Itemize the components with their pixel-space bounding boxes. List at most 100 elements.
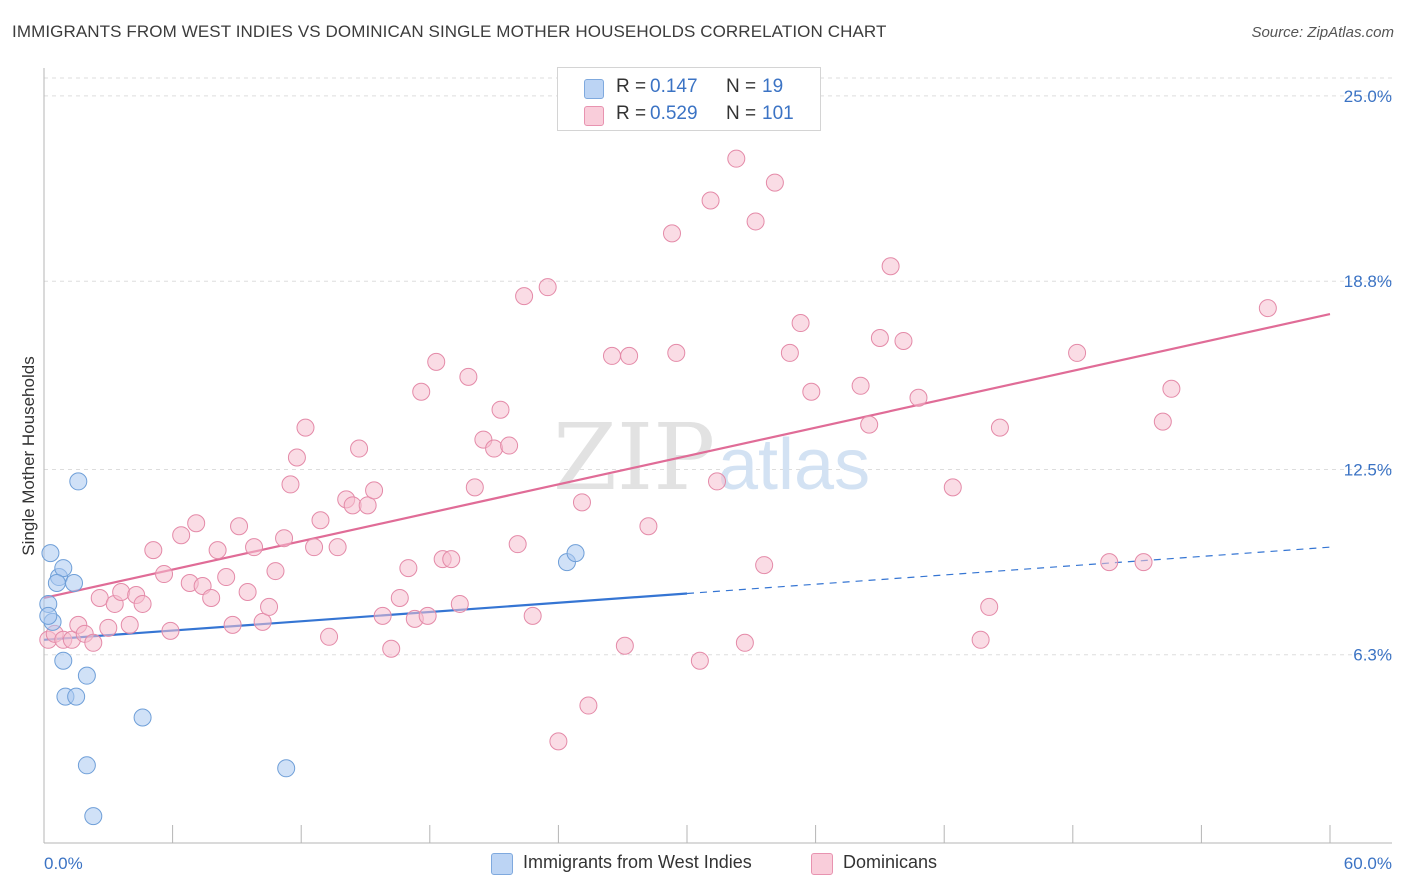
dominicans-point [727,149,746,168]
legend-r-label: R = [616,76,647,97]
watermark-zip: ZIP [553,404,715,511]
dominicans-point [990,418,1009,437]
dominicans-point [870,328,889,347]
dominicans-point [328,538,347,557]
x-tick-label: 0.0% [44,854,83,873]
dominicans-point [155,565,174,584]
dominicans-point [187,514,206,533]
dominicans-point [161,621,180,640]
series-legend: Immigrants from West Indies Dominicans [0,851,1406,877]
y-tick-label: 6.3% [1353,646,1392,665]
dominicans-point [615,636,634,655]
dominicans-point [549,732,568,751]
dominicans-point [238,582,257,601]
west-indies-point [77,666,96,685]
legend-n-value: 19 [762,76,784,97]
dominicans-point [144,541,163,560]
legend-n-value: 101 [762,103,794,124]
dominicans-point [465,478,484,497]
dominicans-point [851,376,870,395]
y-tick-label: 25.0% [1344,87,1392,106]
legend-swatch-blue [584,79,604,99]
dominicans-point [208,541,227,560]
legend-row-west-indies: R = 0.147 N = 19 [558,74,820,102]
dominicans-point [620,346,639,365]
dominicans-point [881,257,900,276]
dominicans-point [971,630,990,649]
west-indies-point [54,559,73,578]
dominicans-point [791,314,810,333]
dominicans-point [943,478,962,497]
dominicans-point [909,388,928,407]
y-tick-label: 18.8% [1344,272,1392,291]
legend-n-label: N = [726,103,757,124]
west-indies-point [67,687,86,706]
dominicans-point [343,496,362,515]
dominicans-point [1162,379,1181,398]
dominicans-point [1258,299,1277,318]
chart-title: IMMIGRANTS FROM WEST INDIES VS DOMINICAN… [12,22,887,41]
dominicans-point [780,343,799,362]
dominicans-point [1100,553,1119,572]
legend-swatch-pink [811,853,833,875]
dominicans-point [708,472,727,491]
gridlines [44,77,1392,656]
dominicans-point [746,212,765,231]
dominicans-point [399,559,418,578]
west-indies-trend-line [43,592,688,641]
axis-labels: 6.3% 12.5% 18.8% 25.0% 0.0% 60.0% Single Mothe… [19,87,1392,873]
dominicans-point [1134,553,1153,572]
dominicans-point [701,191,720,210]
y-tick-label: 12.5% [1344,460,1392,479]
dominicans-point [1153,412,1172,431]
dominicans-point [690,651,709,670]
dominicans-point [120,615,139,634]
dominicans-point [755,556,774,575]
west-indies-point [84,807,103,826]
legend-row-dominicans: R = 0.529 N = 101 [558,101,820,129]
dominicans-point [662,224,681,243]
legend-r-value: 0.529 [650,103,698,124]
west-indies-point [65,574,84,593]
dominicans-point [523,606,542,625]
legend-n-label: N = [726,76,757,97]
west-indies-trend-extension [686,546,1331,595]
dominicans-point [538,278,557,297]
dominicans-point [485,439,504,458]
west-indies-point [47,574,66,593]
west-indies-point [69,472,88,491]
dominicans-point [84,633,103,652]
dominicans-point [99,618,118,637]
dominicans-point [266,562,285,581]
watermark-atlas: atlas [718,425,870,505]
dominicans-point [358,496,377,515]
dominicans-point [223,615,242,634]
dominicans-point [133,594,152,613]
dominicans-point [230,517,249,536]
dominicans-point [1068,343,1087,362]
dominicans-point [305,538,324,557]
x-tick-label: 60.0% [1344,854,1392,873]
dominicans-point [412,382,431,401]
dominicans-point [602,346,621,365]
dominicans-point [980,597,999,616]
west-indies-point [277,759,296,778]
west-indies-point [41,544,60,563]
legend-r-value: 0.147 [650,76,698,97]
west-indies-point [77,756,96,775]
dominicans-point [253,612,272,631]
dominicans-point [311,511,330,530]
dominicans-point [245,538,264,557]
dominicans-point [112,582,131,601]
dominicans-point [287,448,306,467]
dominicans-point [90,588,109,607]
west-indies-point [133,708,152,727]
axes [43,68,1392,844]
dominicans-point [217,568,236,587]
dominicans-point [296,418,315,437]
dominicans-point [418,606,437,625]
dominicans-point [500,436,519,455]
dominicans-point [735,633,754,652]
dominicans-point [373,606,392,625]
legend-r-label: R = [616,103,647,124]
